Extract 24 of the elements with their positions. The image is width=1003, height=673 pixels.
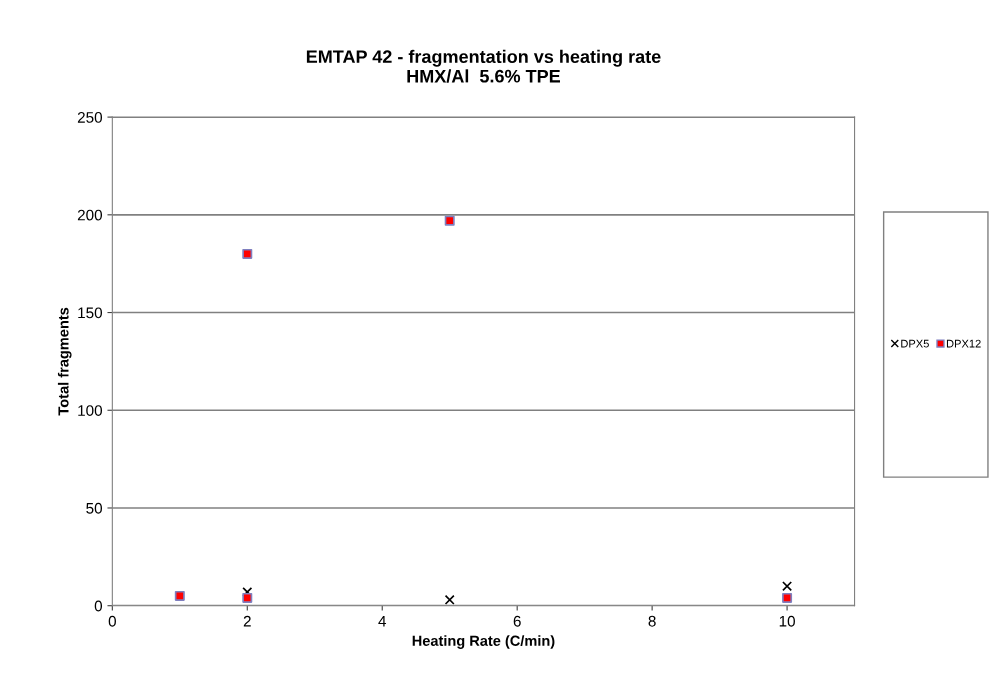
- x-tick-label: 2: [243, 615, 251, 627]
- legend-label: DPX12: [946, 339, 981, 348]
- point: [782, 581, 793, 592]
- x-axis-title: Heating Rate (C/min): [412, 635, 555, 649]
- chart-title: EMTAP 42 - fragmentation vs heating rate HMX/Al 5.6% TPE: [306, 49, 661, 83]
- y-tick-label: 50: [86, 502, 103, 514]
- point: [444, 594, 455, 605]
- x-tick-label: 4: [378, 615, 387, 627]
- point: [174, 590, 185, 601]
- y-tick-label: 100: [78, 405, 103, 416]
- y-axis-title: Total fragments: [57, 307, 72, 416]
- y-tick-label: 150: [78, 307, 103, 319]
- y-tick-label: 0: [94, 600, 103, 612]
- y-tick-label: 200: [77, 209, 103, 221]
- x-tick-label: 10: [779, 615, 795, 627]
- y-tick-label: 250: [77, 111, 103, 123]
- x-tick-label: 6: [513, 615, 521, 627]
- point: [242, 592, 253, 603]
- point: [242, 248, 253, 259]
- x-tick-label: 8: [648, 615, 656, 627]
- point: [782, 592, 793, 603]
- point: [444, 215, 455, 226]
- legend-label: DPX5: [901, 339, 929, 348]
- x-tick-label: 0: [108, 615, 116, 627]
